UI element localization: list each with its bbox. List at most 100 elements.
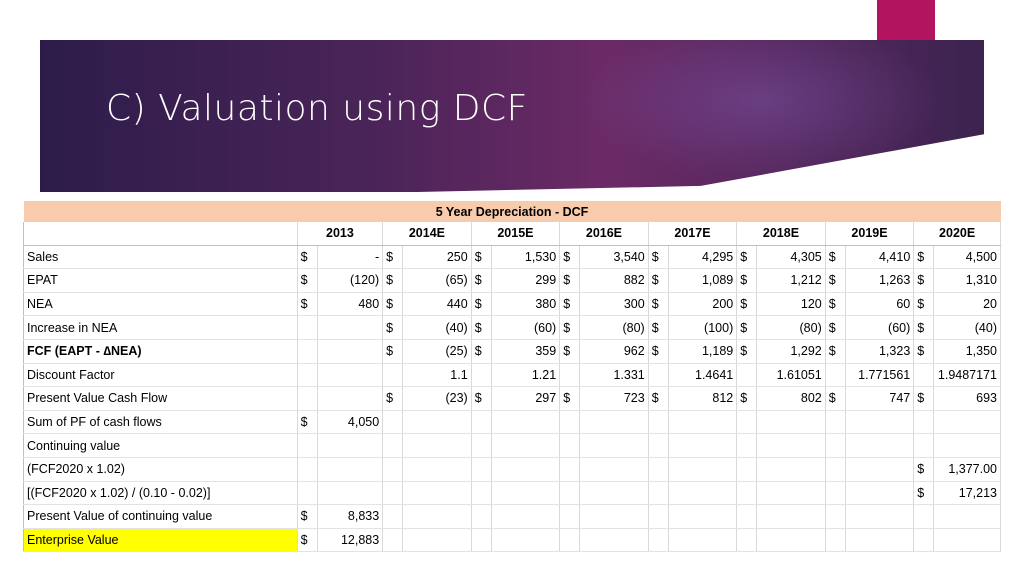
header-blank	[23, 222, 298, 246]
cell-value	[317, 481, 384, 506]
currency-symbol: $	[913, 457, 935, 482]
cell-value	[668, 481, 738, 506]
table-row: Continuing value	[23, 433, 1001, 458]
cell-value: 747	[845, 386, 915, 411]
year-header: 2020E	[913, 222, 1001, 246]
cell-value: 1,350	[933, 338, 1001, 364]
cell-value: 60	[845, 292, 915, 317]
year-header: 2018E	[736, 222, 826, 246]
cell-value	[491, 481, 561, 506]
currency-symbol	[736, 481, 758, 506]
currency-symbol	[913, 433, 935, 458]
cell-value	[491, 410, 561, 435]
dcf-table: 5 Year Depreciation - DCF 2013 2014E 201…	[23, 201, 1001, 553]
currency-symbol: $	[736, 292, 758, 317]
cell-value: 120	[756, 292, 826, 317]
currency-symbol	[382, 457, 404, 482]
cell-value: 20	[933, 292, 1001, 317]
currency-symbol: $	[648, 268, 669, 293]
cell-value: (80)	[756, 315, 826, 340]
currency-symbol	[913, 363, 935, 388]
currency-symbol	[736, 410, 758, 435]
cell-value	[845, 504, 915, 529]
currency-symbol: $	[297, 504, 318, 529]
currency-symbol: $	[648, 386, 669, 411]
currency-symbol	[559, 504, 581, 529]
cell-value: 17,213	[933, 481, 1001, 506]
table-row: Enterprise Value $12,883	[23, 528, 1001, 553]
table-row: Present Value Cash Flow $ (23) $297 $723 $812…	[23, 386, 1001, 411]
cell-value: 1.9487171	[933, 363, 1001, 388]
cell-value: 1,212	[756, 268, 826, 293]
currency-symbol	[825, 410, 846, 435]
currency-symbol	[825, 481, 846, 506]
cell-value	[317, 363, 384, 388]
cell-value	[756, 504, 826, 529]
row-label: Increase in NEA	[23, 315, 298, 340]
cell-value: (120)	[317, 268, 384, 293]
currency-symbol: $	[648, 245, 669, 270]
cell-value	[756, 433, 826, 458]
cell-value: 802	[756, 386, 826, 411]
cell-value	[579, 433, 649, 458]
table-caption: 5 Year Depreciation - DCF	[23, 201, 1001, 222]
currency-symbol	[297, 433, 318, 458]
currency-symbol	[471, 528, 492, 553]
year-header: 2016E	[559, 222, 649, 246]
cell-value	[491, 457, 561, 482]
cell-value	[933, 504, 1001, 529]
currency-symbol	[297, 338, 318, 364]
cell-value: 1.4641	[668, 363, 738, 388]
currency-symbol	[648, 481, 669, 506]
currency-symbol: $	[913, 386, 935, 411]
table-row: FCF (EAPT - ∆NEA) $ (25) $359 $962 $1,189 $1,2…	[23, 338, 1001, 364]
currency-symbol	[382, 363, 404, 388]
cell-value	[845, 410, 915, 435]
currency-symbol	[559, 410, 581, 435]
cell-value	[668, 504, 738, 529]
currency-symbol	[471, 457, 492, 482]
cell-value	[668, 433, 738, 458]
table-row: NEA $480 $440 $380 $300 $200 $120 $60 $20	[23, 292, 1001, 317]
cell-value: 1.771561	[845, 363, 915, 388]
cell-value: (80)	[579, 315, 649, 340]
cell-value	[845, 433, 915, 458]
currency-symbol	[736, 433, 758, 458]
table-row: Present Value of continuing value $8,833	[23, 504, 1001, 529]
row-label: NEA	[23, 292, 298, 317]
row-label: Present Value of continuing value	[23, 504, 298, 529]
cell-value: 8,833	[317, 504, 384, 529]
cell-value: (60)	[491, 315, 561, 340]
cell-value: 300	[579, 292, 649, 317]
row-label: Discount Factor	[23, 363, 298, 388]
currency-symbol: $	[559, 386, 581, 411]
cell-value: 812	[668, 386, 738, 411]
cell-value	[845, 481, 915, 506]
slide-title: C) Valuation using DCF	[106, 88, 528, 129]
currency-symbol	[382, 433, 404, 458]
cell-value: 1,530	[491, 245, 561, 270]
cell-value: 882	[579, 268, 649, 293]
currency-symbol: $	[382, 292, 404, 317]
currency-symbol	[471, 481, 492, 506]
year-header-row: 2013 2014E 2015E 2016E 2017E 2018E 2019E…	[23, 222, 1001, 246]
cell-value	[317, 386, 384, 411]
table-row: (FCF2020 x 1.02) $1,377.00	[23, 457, 1001, 482]
cell-value: 297	[491, 386, 561, 411]
currency-symbol	[559, 481, 581, 506]
cell-value	[317, 315, 384, 340]
cell-value	[579, 410, 649, 435]
cell-value: 299	[491, 268, 561, 293]
currency-symbol: $	[559, 315, 581, 340]
currency-symbol: $	[559, 292, 581, 317]
currency-symbol: $	[382, 315, 404, 340]
year-header: 2013	[297, 222, 384, 246]
cell-value	[579, 528, 649, 553]
table-row: Increase in NEA $ (40) $ (60) $ (80) $ (100) $ (80…	[23, 315, 1001, 340]
cell-value	[491, 433, 561, 458]
cell-value	[933, 410, 1001, 435]
cell-value: 4,500	[933, 245, 1001, 270]
currency-symbol	[559, 363, 581, 388]
currency-symbol: $	[471, 338, 492, 364]
currency-symbol: $	[297, 528, 318, 553]
